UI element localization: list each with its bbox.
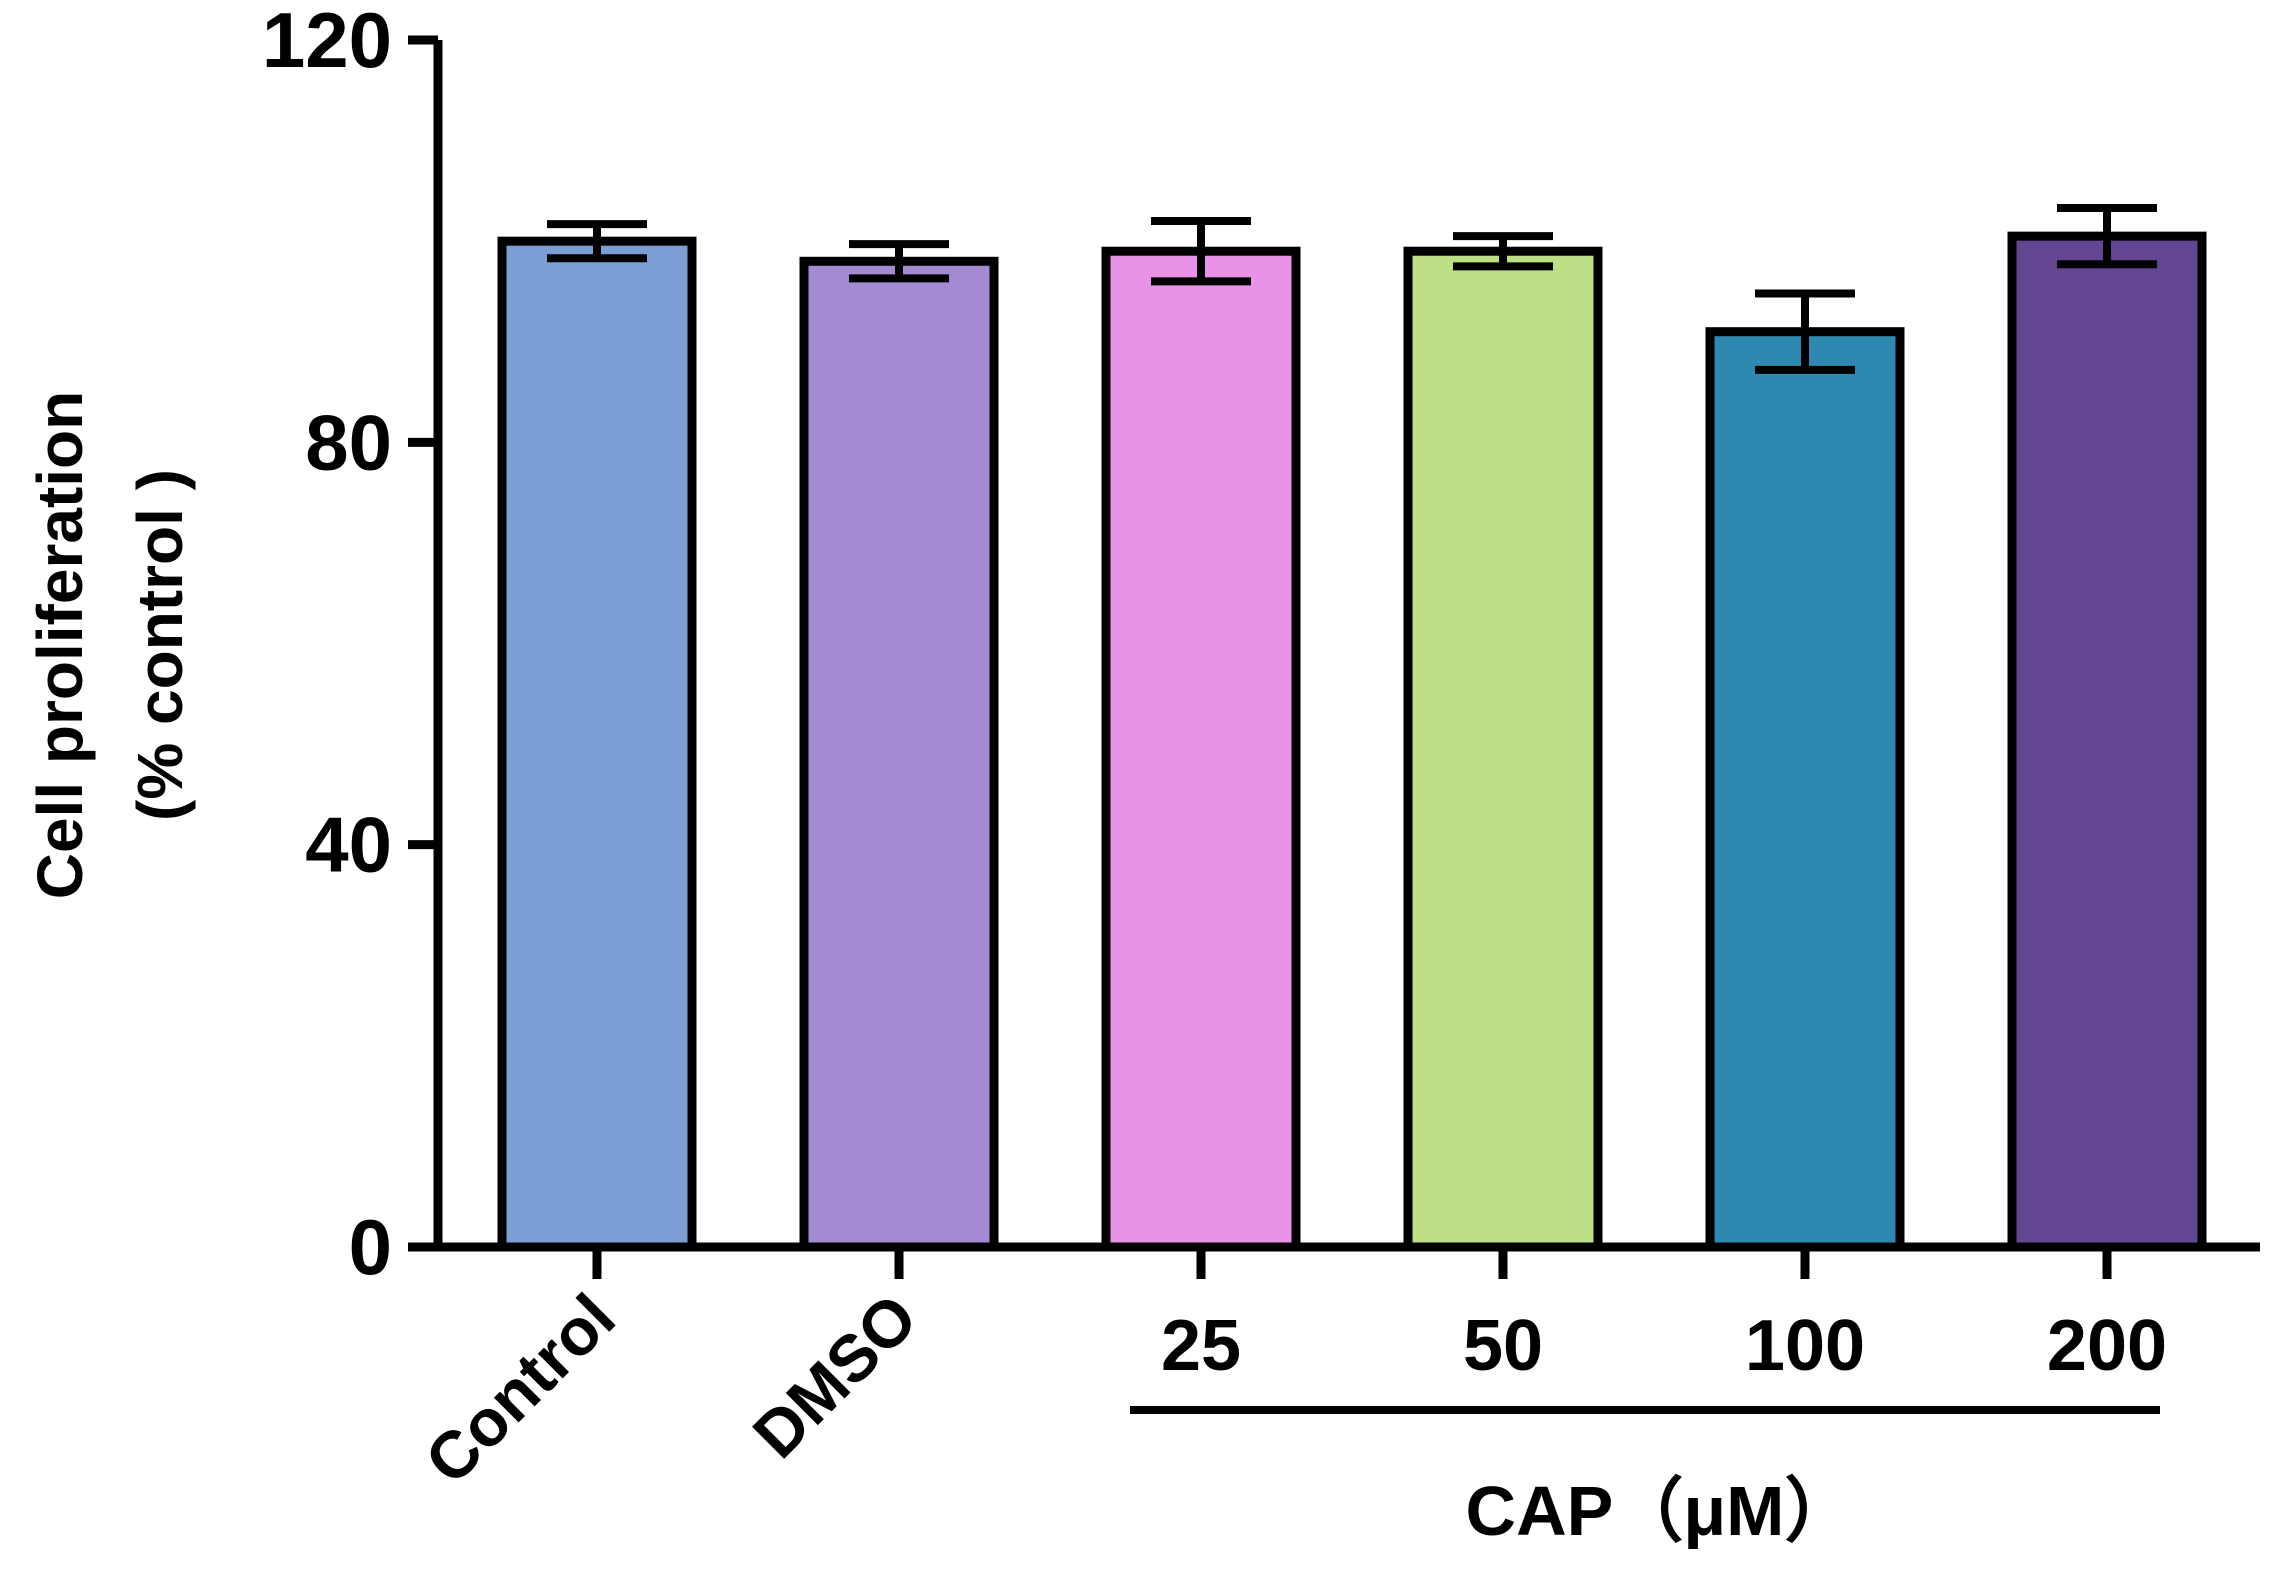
- x-tick-label-25: 25: [1161, 1306, 1241, 1386]
- error-bar-200: [2057, 203, 2157, 269]
- error-bar-50: [1453, 232, 1553, 271]
- x-tick-label-50: 50: [1463, 1306, 1543, 1386]
- bar-25: [1101, 246, 1301, 1252]
- x-ticks-layer: Control DMSO 25 50 100 200: [411, 1247, 2167, 1498]
- y-tick-label-0: 0: [349, 1203, 392, 1291]
- x-tick-label-dmso: DMSO: [739, 1280, 931, 1472]
- bar-dmso: [799, 256, 999, 1252]
- bar-control: [497, 236, 697, 1252]
- bar-50: [1403, 246, 1603, 1252]
- cap-group: CAP（μM）: [1130, 1406, 2160, 1550]
- y-tick-label-40: 40: [305, 801, 392, 889]
- x-tick-label-control: Control: [411, 1280, 629, 1498]
- y-axis-label-line-1: Cell proliferation: [24, 391, 96, 900]
- y-tick-label-80: 80: [305, 398, 392, 486]
- y-axis-label: Cell proliferation (% control ): [24, 391, 196, 900]
- error-bar-25: [1151, 217, 1251, 286]
- y-axis-label-line-2: (% control ): [124, 469, 196, 821]
- group-label: CAP（μM）: [1466, 1472, 1855, 1550]
- y-ticks-layer: 0 40 80 120: [262, 0, 438, 1291]
- axes-layer: [408, 40, 2260, 1252]
- bars-layer: [497, 231, 2207, 1252]
- error-bar-100: [1755, 289, 1855, 374]
- bar-100: [1705, 327, 1905, 1252]
- error-bar-control: [547, 220, 647, 263]
- bar-200: [2007, 231, 2207, 1252]
- x-tick-label-200: 200: [2047, 1306, 2167, 1386]
- y-tick-label-120: 120: [262, 0, 392, 84]
- error-bar-dmso: [849, 240, 949, 283]
- error-bars-layer: [547, 203, 2157, 374]
- x-tick-label-100: 100: [1745, 1306, 1865, 1386]
